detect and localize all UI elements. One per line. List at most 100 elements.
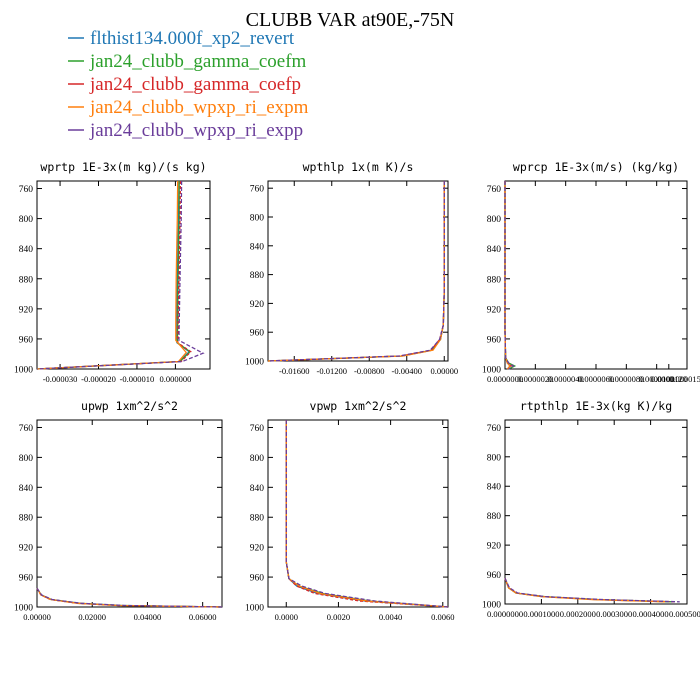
ytick-label-3-2: 840 <box>19 484 34 494</box>
panel-frame-3 <box>36 419 223 608</box>
ytick-label-1-3: 880 <box>250 271 265 281</box>
xtick-label-1-0: -0.01600 <box>279 366 309 376</box>
ytick-label-2-2: 840 <box>487 245 502 255</box>
xtick-label-2-5: 0.0000100 <box>639 374 675 384</box>
ytick-label-5-5: 960 <box>487 571 502 581</box>
xtick-label-5-5: 0.0005000 <box>669 609 700 619</box>
series-line-2-2 <box>504 181 513 370</box>
xtick-label-1-4: 0.00000 <box>430 366 458 376</box>
ytick-label-5-2: 840 <box>487 483 502 493</box>
panel-2: wprcp 1E-3x(m/s) (kg/kg) 760 800 840 880 920 9… <box>482 160 700 384</box>
panel-frame-0 <box>36 180 211 370</box>
legend-label-2: jan24_clubb_gamma_coefp <box>89 74 301 95</box>
series-line-3-3 <box>36 587 223 608</box>
xtick-label-4-1: 0.0020 <box>327 612 350 622</box>
ytick-label-1-1: 800 <box>250 214 265 224</box>
series-line-2-3 <box>504 181 511 370</box>
xtick-label-5-2: 0.0002000 <box>560 609 596 619</box>
xtick-label-5-0: 0.0000000 <box>487 609 523 619</box>
xtick-label-0-3: 0.000000 <box>159 374 191 384</box>
series-line-0-0 <box>36 180 191 370</box>
series-line-4-2 <box>285 420 449 608</box>
ytick-label-1-6: 1000 <box>245 358 264 368</box>
xtick-label-2-7: 0.0000150 <box>669 374 700 384</box>
series-line-0-2 <box>36 180 192 370</box>
xtick-label-5-4: 0.0004000 <box>633 609 669 619</box>
xtick-label-1-3: -0.00400 <box>392 366 422 376</box>
series-line-1-0 <box>267 181 445 362</box>
figure-title: CLUBB VAR at90E,-75N <box>246 9 455 31</box>
ytick-label-5-0: 760 <box>487 424 502 434</box>
legend-label-0: flthist134.000f_xp2_revert <box>90 28 295 49</box>
panel-title-4: vpwp 1xm^2/s^2 <box>310 399 407 413</box>
legend-label-1: jan24_clubb_gamma_coefm <box>89 51 307 72</box>
series-line-3-1 <box>36 587 223 608</box>
legend: flthist134.000f_xp2_revertjan24_clubb_ga… <box>68 28 309 141</box>
ytick-label-3-6: 1000 <box>14 604 33 614</box>
panel-5: rtpthlp 1E-3x(kg K)/kg 760 800 840 880 920 960… <box>482 399 700 619</box>
ytick-label-3-4: 920 <box>19 544 34 554</box>
ytick-label-2-1: 800 <box>487 215 502 225</box>
series-line-2-1 <box>504 181 517 370</box>
ytick-label-0-4: 920 <box>19 305 34 315</box>
ytick-label-2-3: 880 <box>487 275 502 285</box>
panel-frame-5 <box>504 419 688 605</box>
xtick-label-3-1: 0.02000 <box>78 612 106 622</box>
xtick-label-4-0: 0.0000 <box>275 612 298 622</box>
panel-0: wprtp 1E-3x(m kg)/(s kg) 760 800 840 880 920 9… <box>14 160 211 384</box>
xtick-label-2-4: 0.0000080 <box>608 374 644 384</box>
series-line-1-2 <box>267 181 445 362</box>
ytick-label-1-4: 920 <box>250 300 265 310</box>
ytick-label-3-1: 800 <box>19 454 34 464</box>
ytick-label-0-5: 960 <box>19 335 34 345</box>
ytick-label-3-5: 960 <box>19 574 34 584</box>
xtick-label-2-6: 0.0000120 <box>651 374 687 384</box>
xtick-label-0-1: -0.000020 <box>81 374 116 384</box>
panel-title-3: upwp 1xm^2/s^2 <box>81 399 178 413</box>
xtick-label-3-2: 0.04000 <box>134 612 162 622</box>
xtick-label-5-1: 0.0001000 <box>523 609 559 619</box>
xtick-label-2-3: 0.0000060 <box>578 374 614 384</box>
xtick-label-2-0: 0.0000000 <box>487 374 523 384</box>
series-line-4-4 <box>285 420 449 608</box>
xtick-label-1-2: -0.00800 <box>354 366 384 376</box>
series-line-3-0 <box>36 587 223 608</box>
panel-title-1: wpthlp 1x(m K)/s <box>303 160 414 174</box>
series-line-3-2 <box>36 587 223 608</box>
panel-4: vpwp 1xm^2/s^2 760 800 840 880 920 960 1000 0.00… <box>245 399 454 622</box>
series-line-4-0 <box>285 420 449 608</box>
series-line-0-1 <box>36 181 192 370</box>
xtick-label-5-3: 0.0003000 <box>596 609 632 619</box>
ytick-label-2-5: 960 <box>487 335 502 345</box>
legend-label-3: jan24_clubb_wpxp_ri_expm <box>89 97 309 118</box>
series-line-4-1 <box>285 420 449 608</box>
ytick-label-1-0: 760 <box>250 185 265 195</box>
ytick-label-5-6: 1000 <box>482 601 501 611</box>
panels: wprtp 1E-3x(m kg)/(s kg) 760 800 840 880 920 9… <box>14 160 700 622</box>
ytick-label-0-1: 800 <box>19 215 34 225</box>
panel-frame-4 <box>267 419 449 608</box>
xtick-label-3-0: 0.00000 <box>23 612 51 622</box>
xtick-label-3-3: 0.06000 <box>189 612 217 622</box>
ytick-label-3-0: 760 <box>19 424 34 434</box>
xtick-label-0-0: -0.000030 <box>43 374 78 384</box>
series-line-3-4 <box>36 587 223 608</box>
xtick-label-0-2: -0.000010 <box>120 374 155 384</box>
ytick-label-5-3: 880 <box>487 512 502 522</box>
ytick-label-0-2: 840 <box>19 245 34 255</box>
ytick-label-4-3: 880 <box>250 514 265 524</box>
ytick-label-5-4: 920 <box>487 542 502 552</box>
ytick-label-2-4: 920 <box>487 305 502 315</box>
panel-title-5: rtpthlp 1E-3x(kg K)/kg <box>520 399 672 413</box>
ytick-label-0-6: 1000 <box>14 366 33 376</box>
panel-title-0: wprtp 1E-3x(m kg)/(s kg) <box>40 160 206 174</box>
ytick-label-4-6: 1000 <box>245 604 264 614</box>
series-line-0-4 <box>36 180 205 370</box>
series-line-4-3 <box>285 420 449 608</box>
series-line-1-3 <box>267 181 445 362</box>
ytick-label-4-2: 840 <box>250 484 265 494</box>
series-line-1-1 <box>267 181 445 362</box>
xtick-label-4-3: 0.0060 <box>431 612 454 622</box>
